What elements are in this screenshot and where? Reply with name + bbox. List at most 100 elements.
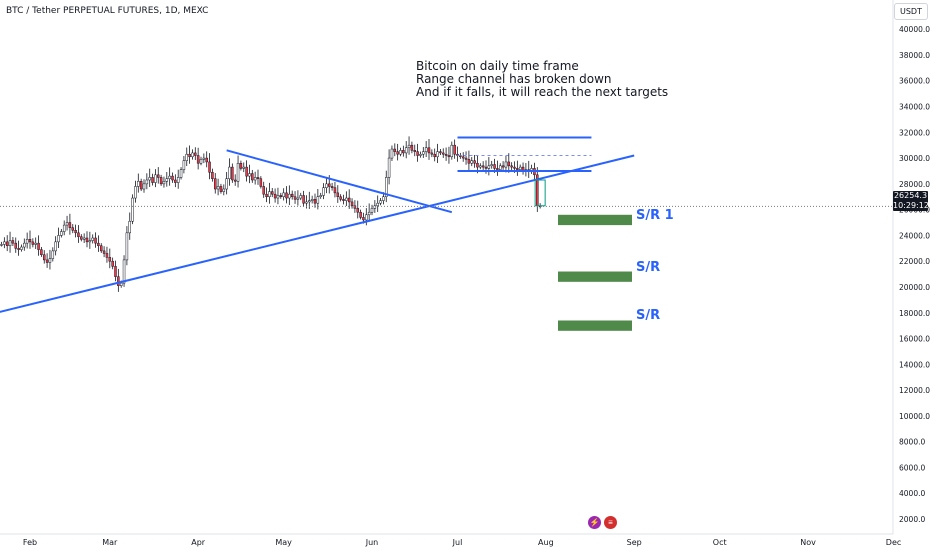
candle-up <box>91 237 94 241</box>
candle-up <box>282 192 285 197</box>
candle-up <box>305 201 308 204</box>
candle-up <box>142 183 146 190</box>
candle-down <box>108 257 112 262</box>
candle-down <box>68 222 72 228</box>
y-tick-label: 2000.0 <box>899 515 925 524</box>
candle-up <box>60 231 63 236</box>
y-tick-label: 10000.0 <box>899 412 930 421</box>
candle-up <box>407 144 411 149</box>
candle-down <box>453 144 456 155</box>
price-axis[interactable]: 2000.0 4000.0 6000.0 8000.0 10000.0 12000.0 14… <box>899 25 930 524</box>
candle-down <box>233 179 237 182</box>
candle-down <box>71 227 74 231</box>
candle-down <box>333 187 337 194</box>
candle-up <box>325 183 328 188</box>
candle-down <box>208 161 211 173</box>
candle-up <box>20 246 23 250</box>
y-tick-label: 36000.0 <box>899 77 930 86</box>
candle-down <box>211 172 214 179</box>
candle-down <box>94 237 97 244</box>
currency-button[interactable]: USDT <box>894 3 928 20</box>
note-line: Bitcoin on daily time frame <box>416 59 579 73</box>
candle-down <box>256 177 260 179</box>
candle-down <box>174 179 177 183</box>
x-tick-label: Feb <box>23 538 37 547</box>
candle-up <box>131 197 134 222</box>
candle-up <box>199 159 203 164</box>
candle-down <box>151 177 154 183</box>
candle-down <box>285 192 288 199</box>
x-tick-label: Nov <box>800 538 816 547</box>
candle-down <box>461 156 465 159</box>
sr-label-3: S/R <box>636 308 661 323</box>
candle-up <box>162 181 166 185</box>
candle-up <box>3 241 6 245</box>
candle-down <box>330 186 334 188</box>
candle-down <box>356 208 359 213</box>
countdown-timer: 10:29:12 <box>893 201 929 210</box>
note-line: Range channel has broken down <box>416 72 612 86</box>
candle-up <box>179 169 183 178</box>
candle-down <box>442 152 445 155</box>
y-tick-label: 40000.0 <box>899 25 930 34</box>
candle-down <box>313 199 317 204</box>
candle-down <box>214 178 217 190</box>
candle-up <box>225 178 228 190</box>
x-tick-label: Oct <box>713 538 727 547</box>
candle-down <box>245 166 248 177</box>
candle-down <box>447 155 451 158</box>
time-axis[interactable]: Feb Mar Apr May Jun Jul Aug Sep Oct Nov Dec <box>23 538 901 547</box>
candle-up <box>316 196 320 204</box>
candle-down <box>476 162 479 168</box>
candle-down <box>484 166 488 169</box>
candle-down <box>45 259 49 263</box>
us-flag-event-icon[interactable]: ≡ <box>604 516 617 529</box>
candle-up <box>191 152 194 158</box>
candle-up <box>145 179 149 185</box>
candle-down <box>464 157 468 160</box>
trendlines <box>0 136 635 320</box>
candle-down <box>467 159 471 164</box>
y-tick-label: 22000.0 <box>899 257 930 266</box>
y-tick-label: 6000.0 <box>899 463 925 472</box>
trendline-rising-support[interactable] <box>0 154 635 320</box>
y-tick-label: 24000.0 <box>899 231 930 240</box>
candle-up <box>310 199 314 201</box>
candle-down <box>507 161 511 167</box>
candle-up <box>367 211 371 216</box>
candle-down <box>259 178 263 187</box>
candle-down <box>194 152 197 156</box>
candle-down <box>97 242 100 246</box>
candle-up <box>422 151 425 155</box>
candle-down <box>433 153 436 158</box>
candle-up <box>387 157 391 178</box>
candle-down <box>513 166 516 169</box>
candle-up <box>222 188 226 192</box>
y-tick-label: 38000.0 <box>899 51 930 60</box>
candle-up <box>436 151 439 158</box>
candle-up <box>382 196 385 201</box>
flash-event-icon[interactable]: ⚡ <box>588 516 601 529</box>
candle-down <box>336 192 340 197</box>
candle-up <box>365 214 368 221</box>
candle-down <box>339 196 342 200</box>
candle-up <box>419 153 422 156</box>
analysis-note: Bitcoin on daily time frame Range channe… <box>416 60 668 99</box>
candle-up <box>34 242 37 245</box>
candle-up <box>185 153 188 161</box>
candle-up <box>65 222 69 226</box>
candle-down <box>402 150 405 154</box>
candle-up <box>228 166 231 179</box>
candle-up <box>236 162 240 182</box>
candle-up <box>479 165 482 168</box>
candle-down <box>481 165 485 168</box>
candle-up <box>154 174 157 183</box>
candle-down <box>28 239 32 243</box>
candle-up <box>490 164 493 167</box>
trendline-descending-resistance[interactable] <box>226 149 453 214</box>
candle-down <box>31 241 35 245</box>
x-tick-label: Aug <box>538 538 554 547</box>
candle-up <box>376 202 379 207</box>
candle-down <box>273 193 277 199</box>
